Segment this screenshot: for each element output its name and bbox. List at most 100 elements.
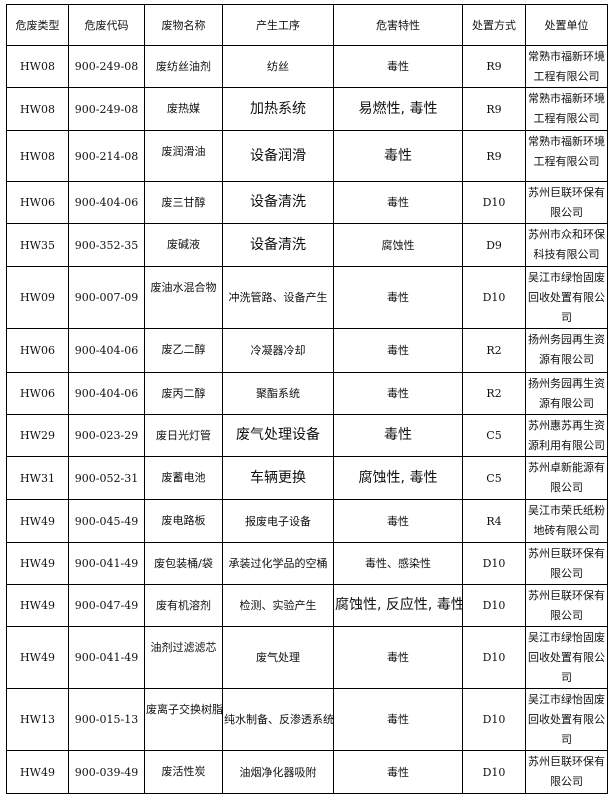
cell-name: 废电路板 xyxy=(144,499,223,543)
cell-process: 废气处理 xyxy=(222,626,334,689)
cell-code: 900-404-06 xyxy=(68,372,145,415)
cell-hazard: 毒性、感染性 xyxy=(333,542,463,585)
cell-name: 废乙二醇 xyxy=(144,328,223,373)
table-row: HW49 900-041-49 油剂过滤滤芯 废气处理 毒性 D10 吴江市绿怡固废回收处置… xyxy=(6,626,608,689)
cell-name: 废油水混合物 xyxy=(144,266,223,329)
cell-code: 900-007-09 xyxy=(68,266,145,329)
cell-unit: 扬州务园再生资源有限公司 xyxy=(525,328,608,373)
cell-method: R9 xyxy=(462,130,526,182)
cell-name: 废包装桶/袋 xyxy=(144,542,223,585)
cell-unit: 苏州巨联环保有限公司 xyxy=(525,584,608,627)
cell-code: 900-047-49 xyxy=(68,584,145,627)
cell-hazard: 腐蚀性, 反应性, 毒性 xyxy=(333,584,463,627)
cell-hazard: 腐蚀性 xyxy=(333,223,463,267)
cell-method: R2 xyxy=(462,372,526,415)
cell-type: HW06 xyxy=(6,328,69,373)
cell-hazard: 毒性 xyxy=(333,626,463,689)
cell-unit: 常熟市福新环境工程有限公司 xyxy=(525,130,608,182)
cell-method: D10 xyxy=(462,688,526,751)
cell-code: 900-041-49 xyxy=(68,626,145,689)
cell-method: D10 xyxy=(462,266,526,329)
cell-type: HW09 xyxy=(6,266,69,329)
cell-unit: 苏州卓新能源有限公司 xyxy=(525,456,608,500)
cell-method: C5 xyxy=(462,414,526,457)
cell-method: R2 xyxy=(462,328,526,373)
table-row: HW08 900-249-08 废热媒 加热系统 易燃性, 毒性 R9 常熟市福新环境工程有… xyxy=(6,87,608,131)
table-row: HW35 900-352-35 废碱液 设备清洗 腐蚀性 D9 苏州市众和环保科技有限公司 xyxy=(6,223,608,267)
cell-type: HW06 xyxy=(6,372,69,415)
cell-hazard: 毒性 xyxy=(333,372,463,415)
cell-method: D9 xyxy=(462,223,526,267)
cell-type: HW08 xyxy=(6,87,69,131)
cell-unit: 苏州市众和环保科技有限公司 xyxy=(525,223,608,267)
table-row: HW09 900-007-09 废油水混合物 冲洗管路、设备产生 毒性 D10 吴江市绿怡固… xyxy=(6,266,608,329)
cell-process: 聚酯系统 xyxy=(222,372,334,415)
cell-hazard: 毒性 xyxy=(333,499,463,543)
cell-type: HW49 xyxy=(6,584,69,627)
table-row: HW49 900-047-49 废有机溶剂 检测、实验产生 腐蚀性, 反应性, 毒性 D1… xyxy=(6,584,608,627)
cell-name: 油剂过滤滤芯 xyxy=(144,626,223,689)
cell-type: HW31 xyxy=(6,456,69,500)
cell-process: 冷凝器冷却 xyxy=(222,328,334,373)
cell-unit: 常熟市福新环境工程有限公司 xyxy=(525,45,608,88)
cell-process: 车辆更换 xyxy=(222,456,334,500)
cell-process: 设备清洗 xyxy=(222,181,334,224)
cell-process: 设备清洗 xyxy=(222,223,334,267)
table-row: HW49 900-045-49 废电路板 报废电子设备 毒性 R4 吴江市荣氏纸粉地砖有限公… xyxy=(6,499,608,543)
cell-name: 废日光灯管 xyxy=(144,414,223,457)
cell-name: 废三甘醇 xyxy=(144,181,223,224)
cell-code: 900-404-06 xyxy=(68,181,145,224)
cell-code: 900-052-31 xyxy=(68,456,145,500)
cell-type: HW49 xyxy=(6,750,69,794)
cell-process: 报废电子设备 xyxy=(222,499,334,543)
cell-type: HW29 xyxy=(6,414,69,457)
cell-name: 废热媒 xyxy=(144,87,223,131)
table-row: HW31 900-052-31 废蓄电池 车辆更换 腐蚀性, 毒性 C5 苏州卓新能源有限公… xyxy=(6,456,608,500)
cell-method: D10 xyxy=(462,181,526,224)
cell-type: HW49 xyxy=(6,626,69,689)
cell-name: 废有机溶剂 xyxy=(144,584,223,627)
cell-hazard: 毒性 xyxy=(333,130,463,182)
cell-unit: 吴江市绿怡固废回收处置有限公司 xyxy=(525,266,608,329)
cell-code: 900-045-49 xyxy=(68,499,145,543)
cell-name: 废丙二醇 xyxy=(144,372,223,415)
table-row: HW49 900-039-49 废活性炭 油烟净化器吸附 毒性 D10 苏州巨联环保有限公司 xyxy=(6,750,608,794)
cell-code: 900-041-49 xyxy=(68,542,145,585)
cell-process: 油烟净化器吸附 xyxy=(222,750,334,794)
cell-process: 设备润滑 xyxy=(222,130,334,182)
header-process: 产生工序 xyxy=(222,4,334,46)
cell-method: R9 xyxy=(462,45,526,88)
cell-code: 900-214-08 xyxy=(68,130,145,182)
cell-code: 900-015-13 xyxy=(68,688,145,751)
cell-process: 检测、实验产生 xyxy=(222,584,334,627)
cell-code: 900-249-08 xyxy=(68,87,145,131)
cell-unit: 吴江市绿怡固废回收处置有限公司 xyxy=(525,626,608,689)
cell-hazard: 毒性 xyxy=(333,266,463,329)
header-name: 废物名称 xyxy=(144,4,223,46)
cell-type: HW08 xyxy=(6,45,69,88)
cell-name: 废活性炭 xyxy=(144,750,223,794)
cell-unit: 苏州惠苏再生资源利用有限公司 xyxy=(525,414,608,457)
cell-code: 900-023-29 xyxy=(68,414,145,457)
cell-name: 废碱液 xyxy=(144,223,223,267)
cell-method: D10 xyxy=(462,584,526,627)
cell-name: 废离子交换树脂 xyxy=(144,688,223,751)
cell-method: R4 xyxy=(462,499,526,543)
cell-code: 900-249-08 xyxy=(68,45,145,88)
cell-hazard: 腐蚀性, 毒性 xyxy=(333,456,463,500)
table-row: HW06 900-404-06 废三甘醇 设备清洗 毒性 D10 苏州巨联环保有限公司 xyxy=(6,181,608,224)
table-row: HW08 900-214-08 废润滑油 设备润滑 毒性 R9 常熟市福新环境工程有限公司 xyxy=(6,130,608,182)
cell-hazard: 毒性 xyxy=(333,750,463,794)
header-code: 危废代码 xyxy=(68,4,145,46)
cell-process: 纯水制备、反渗透系统 xyxy=(222,688,334,751)
cell-type: HW49 xyxy=(6,542,69,585)
cell-process: 废气处理设备 xyxy=(222,414,334,457)
cell-process: 加热系统 xyxy=(222,87,334,131)
table-row: HW08 900-249-08 废纺丝油剂 纺丝 毒性 R9 常熟市福新环境工程有限公司 xyxy=(6,45,608,88)
cell-method: D10 xyxy=(462,542,526,585)
cell-hazard: 毒性 xyxy=(333,414,463,457)
cell-type: HW49 xyxy=(6,499,69,543)
cell-method: D10 xyxy=(462,626,526,689)
cell-code: 900-404-06 xyxy=(68,328,145,373)
cell-process: 承装过化学品的空桶 xyxy=(222,542,334,585)
